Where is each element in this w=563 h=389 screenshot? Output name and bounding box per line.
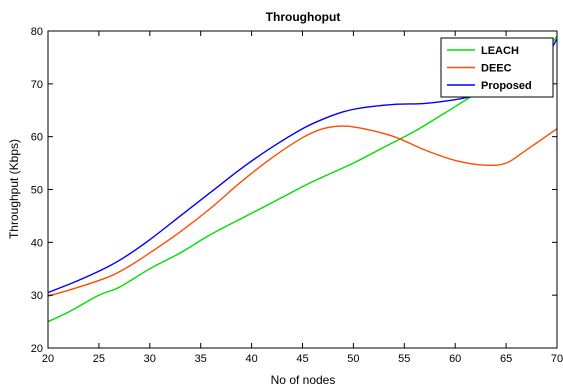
x-tick-label: 60 — [449, 353, 461, 365]
chart-title: Throughoput — [266, 10, 341, 24]
x-tick-label: 50 — [347, 353, 359, 365]
x-axis-label: No of nodes — [271, 373, 336, 387]
y-tick-label: 40 — [31, 237, 43, 249]
y-tick-label: 50 — [31, 185, 43, 197]
x-tick-label: 65 — [500, 353, 512, 365]
y-tick-label: 70 — [31, 79, 43, 91]
x-tick-label: 30 — [144, 353, 156, 365]
legend: LEACH DEEC Proposed — [440, 37, 554, 98]
y-tick-label: 60 — [31, 132, 43, 144]
x-tick-label: 20 — [42, 353, 54, 365]
y-axis-label: Throughput (Kbps) — [7, 139, 21, 239]
x-tick-label: 45 — [296, 353, 308, 365]
y-tick-label: 80 — [31, 26, 43, 38]
legend-label-leach: LEACH — [481, 45, 519, 57]
axes: 20 25 30 35 40 45 50 55 60 65 70 20 30 40 50 60 70 80 — [31, 26, 563, 365]
x-tick-label: 25 — [93, 353, 105, 365]
x-tick-label: 55 — [398, 353, 410, 365]
x-tick-label: 40 — [245, 353, 257, 365]
series-line-deec — [47, 125, 558, 297]
y-tick-label: 20 — [31, 343, 43, 355]
x-tick-label: 35 — [195, 353, 207, 365]
y-tick-label: 30 — [31, 290, 43, 302]
legend-label-deec: DEEC — [481, 63, 512, 75]
legend-label-proposed: Proposed — [481, 80, 532, 92]
x-tick-label: 70 — [551, 353, 563, 365]
